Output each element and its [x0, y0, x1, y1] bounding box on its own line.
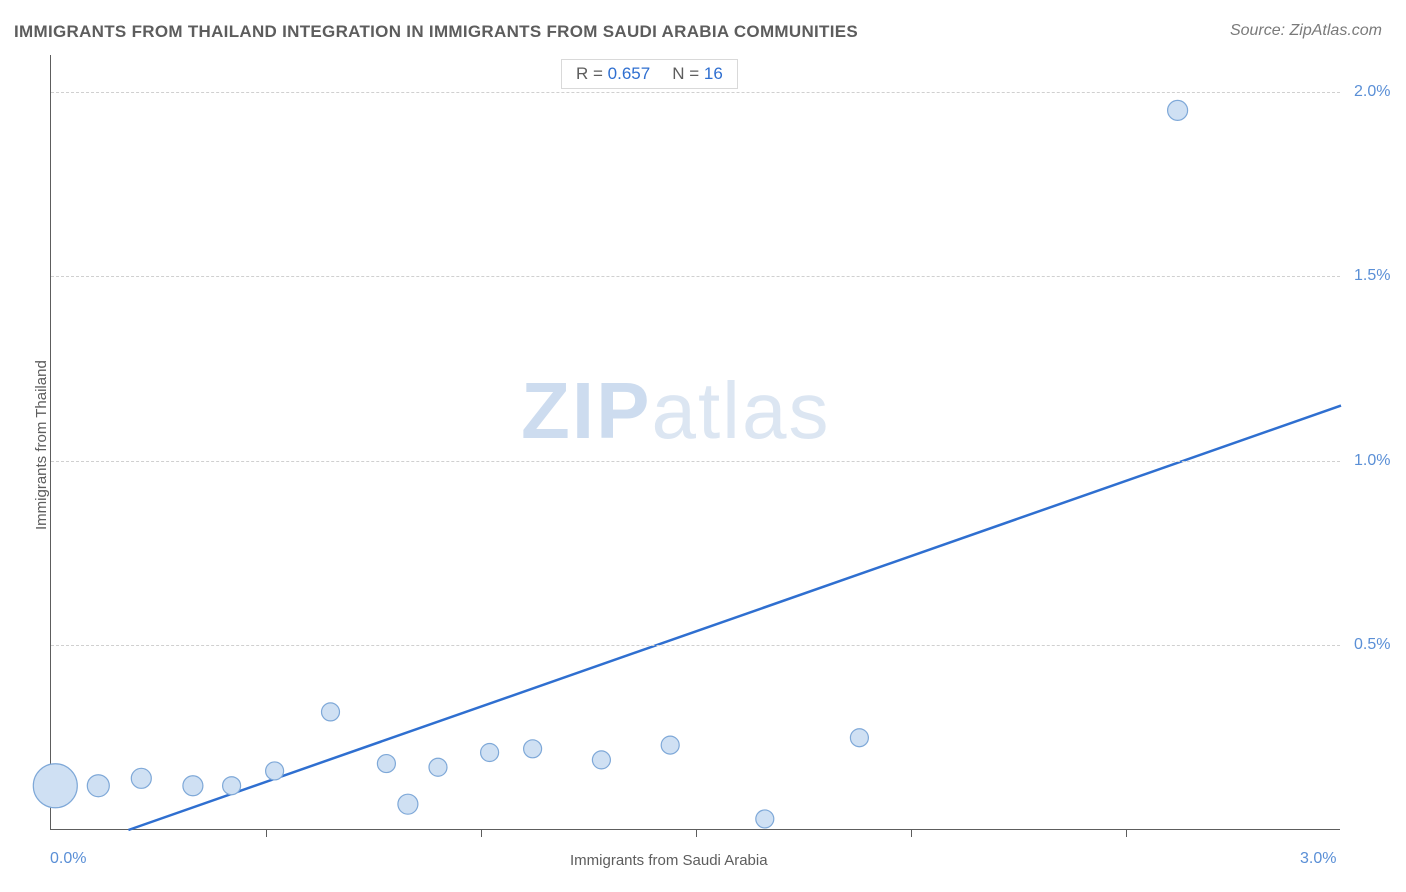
x-tick — [911, 829, 912, 837]
gridline — [51, 92, 1340, 93]
data-point — [661, 736, 679, 754]
gridline — [51, 461, 1340, 462]
y-tick-label: 2.0% — [1354, 83, 1390, 101]
x-tick-label: 3.0% — [1300, 850, 1336, 868]
source-attribution: Source: ZipAtlas.com — [1230, 22, 1382, 40]
data-point — [850, 729, 868, 747]
x-tick — [481, 829, 482, 837]
data-point — [87, 775, 109, 797]
data-point — [223, 777, 241, 795]
data-point — [592, 751, 610, 769]
gridline — [51, 276, 1340, 277]
data-point — [756, 810, 774, 828]
y-axis-label: Immigrants from Thailand — [33, 360, 50, 530]
data-point — [33, 764, 77, 808]
plot-area: ZIPatlas R = 0.657N = 16 — [50, 55, 1340, 830]
data-point — [377, 755, 395, 773]
data-point — [322, 703, 340, 721]
y-tick-label: 1.0% — [1354, 452, 1390, 470]
x-tick-label: 0.0% — [50, 850, 86, 868]
data-point — [183, 776, 203, 796]
x-axis-label: Immigrants from Saudi Arabia — [570, 852, 768, 869]
data-point — [524, 740, 542, 758]
y-tick-label: 1.5% — [1354, 267, 1390, 285]
x-tick — [1126, 829, 1127, 837]
data-point — [481, 744, 499, 762]
data-point — [131, 768, 151, 788]
trendline — [128, 406, 1341, 830]
y-tick-label: 0.5% — [1354, 636, 1390, 654]
x-tick — [266, 829, 267, 837]
x-tick — [696, 829, 697, 837]
chart-svg — [51, 55, 1340, 829]
data-point — [398, 794, 418, 814]
chart-title: IMMIGRANTS FROM THAILAND INTEGRATION IN … — [14, 22, 858, 42]
data-point — [266, 762, 284, 780]
gridline — [51, 645, 1340, 646]
data-point — [1168, 100, 1188, 120]
data-point — [429, 758, 447, 776]
